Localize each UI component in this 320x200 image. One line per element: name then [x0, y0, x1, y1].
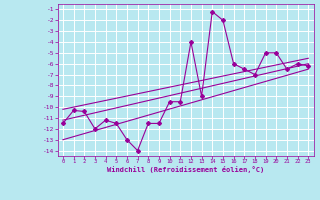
- X-axis label: Windchill (Refroidissement éolien,°C): Windchill (Refroidissement éolien,°C): [107, 166, 264, 173]
